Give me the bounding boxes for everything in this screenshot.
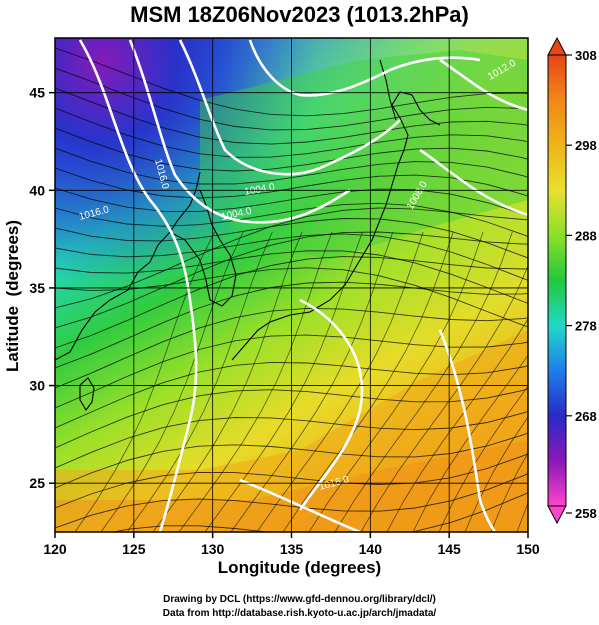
x-tick-label: 120 bbox=[43, 541, 67, 557]
wind-streamline bbox=[55, 334, 528, 409]
colorbar-tick-label: 308 bbox=[575, 48, 597, 63]
contour-label: 1004.0 bbox=[244, 182, 276, 198]
x-tick-label: 145 bbox=[437, 541, 461, 557]
wind-streamline bbox=[126, 231, 273, 532]
wind-streamline bbox=[100, 231, 244, 532]
wind-streamline bbox=[360, 265, 528, 532]
y-axis-ticks: 25 30 35 40 45 bbox=[29, 85, 55, 491]
wind-streamlines bbox=[55, 47, 528, 532]
y-tick-label: 40 bbox=[29, 182, 45, 198]
colorbar-tick-label: 288 bbox=[575, 228, 597, 243]
wind-streamline bbox=[55, 187, 528, 217]
x-tick-label: 125 bbox=[122, 541, 146, 557]
wind-streamline bbox=[55, 410, 528, 469]
wind-streamline bbox=[55, 281, 528, 369]
x-tick-label: 150 bbox=[516, 541, 540, 557]
colorbar-ticks: 308 298 288 278 268 258 bbox=[566, 48, 597, 521]
wind-streamline bbox=[55, 67, 528, 131]
colorbar-tick-label: 278 bbox=[575, 319, 597, 334]
wind-streamline bbox=[178, 231, 333, 532]
x-axis-ticks: 120 125 130 135 140 145 150 bbox=[43, 532, 540, 557]
wind-streamline bbox=[111, 492, 528, 532]
colorbar: 308 298 288 278 268 258 bbox=[547, 36, 597, 525]
colorbar-tick-label: 298 bbox=[575, 138, 597, 153]
wind-streamline bbox=[230, 231, 394, 532]
wind-streamline bbox=[74, 231, 215, 532]
wind-streamline bbox=[55, 432, 528, 489]
wind-streamline bbox=[55, 167, 528, 199]
wind-streamline bbox=[55, 127, 528, 172]
wind-streamline bbox=[55, 233, 528, 281]
wind-streamline bbox=[490, 452, 528, 532]
wind-streamline bbox=[308, 231, 484, 532]
wind-streamline bbox=[334, 231, 513, 532]
y-tick-label: 30 bbox=[29, 378, 45, 394]
colorbar-bottom-arrow bbox=[547, 505, 567, 525]
coastlines bbox=[55, 59, 441, 411]
y-tick-label: 25 bbox=[29, 475, 45, 491]
wind-streamline bbox=[412, 354, 528, 532]
chart-title: MSM 18Z06Nov2023 (1013.2hPa) bbox=[130, 2, 469, 27]
wind-streamline bbox=[55, 202, 528, 238]
wind-streamline bbox=[55, 307, 528, 389]
wind-streamline bbox=[438, 385, 528, 532]
pressure-contours bbox=[78, 39, 528, 532]
credit-data: Data from http://database.rish.kyoto-u.a… bbox=[162, 608, 437, 619]
wind-streamline bbox=[55, 231, 528, 329]
x-tick-label: 130 bbox=[201, 541, 225, 557]
wind-streamline bbox=[282, 231, 454, 532]
wind-streamline bbox=[55, 107, 528, 158]
x-tick-label: 135 bbox=[280, 541, 304, 557]
y-tick-label: 45 bbox=[29, 85, 45, 101]
colorbar-gradient bbox=[547, 54, 567, 507]
wind-streamline bbox=[152, 231, 303, 532]
temperature-field: 1004.0 1016.0 1004.0 1008.0 1012.0 1016.… bbox=[55, 38, 528, 532]
x-axis-label: Longitude (degrees) bbox=[217, 558, 382, 577]
colorbar-top-arrow bbox=[547, 36, 567, 56]
wind-streamline bbox=[55, 361, 528, 429]
y-tick-label: 35 bbox=[29, 280, 45, 296]
colorbar-tick-label: 258 bbox=[575, 506, 597, 521]
wind-streamline bbox=[55, 47, 528, 117]
wind-streamline bbox=[55, 207, 528, 309]
wind-streamline bbox=[204, 231, 363, 532]
wind-streamline bbox=[386, 317, 528, 532]
colorbar-tick-label: 268 bbox=[575, 409, 597, 424]
x-tick-label: 140 bbox=[359, 541, 383, 557]
wind-streamline bbox=[55, 250, 528, 304]
wind-streamline bbox=[55, 256, 528, 349]
wind-streamline bbox=[464, 416, 528, 532]
wind-streamline bbox=[55, 218, 528, 259]
credit-drawing: Drawing by DCL (https://www.gfd-dennou.o… bbox=[163, 594, 436, 605]
wind-streamline bbox=[55, 388, 528, 449]
wind-streamline bbox=[55, 87, 528, 145]
wind-streamline bbox=[55, 147, 528, 185]
